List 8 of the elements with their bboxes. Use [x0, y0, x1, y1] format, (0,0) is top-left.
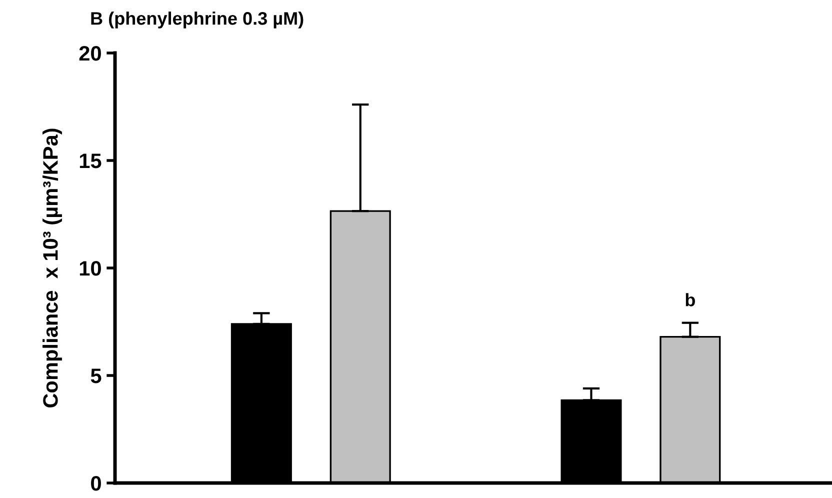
- y-tick-label: 5: [90, 368, 102, 384]
- chart-title: B (phenylephrine 0.3 µM): [91, 12, 304, 28]
- y-tick-label: 0: [91, 476, 101, 491]
- annotation: b: [686, 293, 695, 306]
- y-tick-label: 15: [80, 154, 102, 168]
- y-axis-title: Compliance x 10³ (µm³/KPa): [42, 128, 62, 408]
- y-tick-label: 10: [80, 261, 101, 276]
- y-tick-label: 20: [79, 46, 101, 61]
